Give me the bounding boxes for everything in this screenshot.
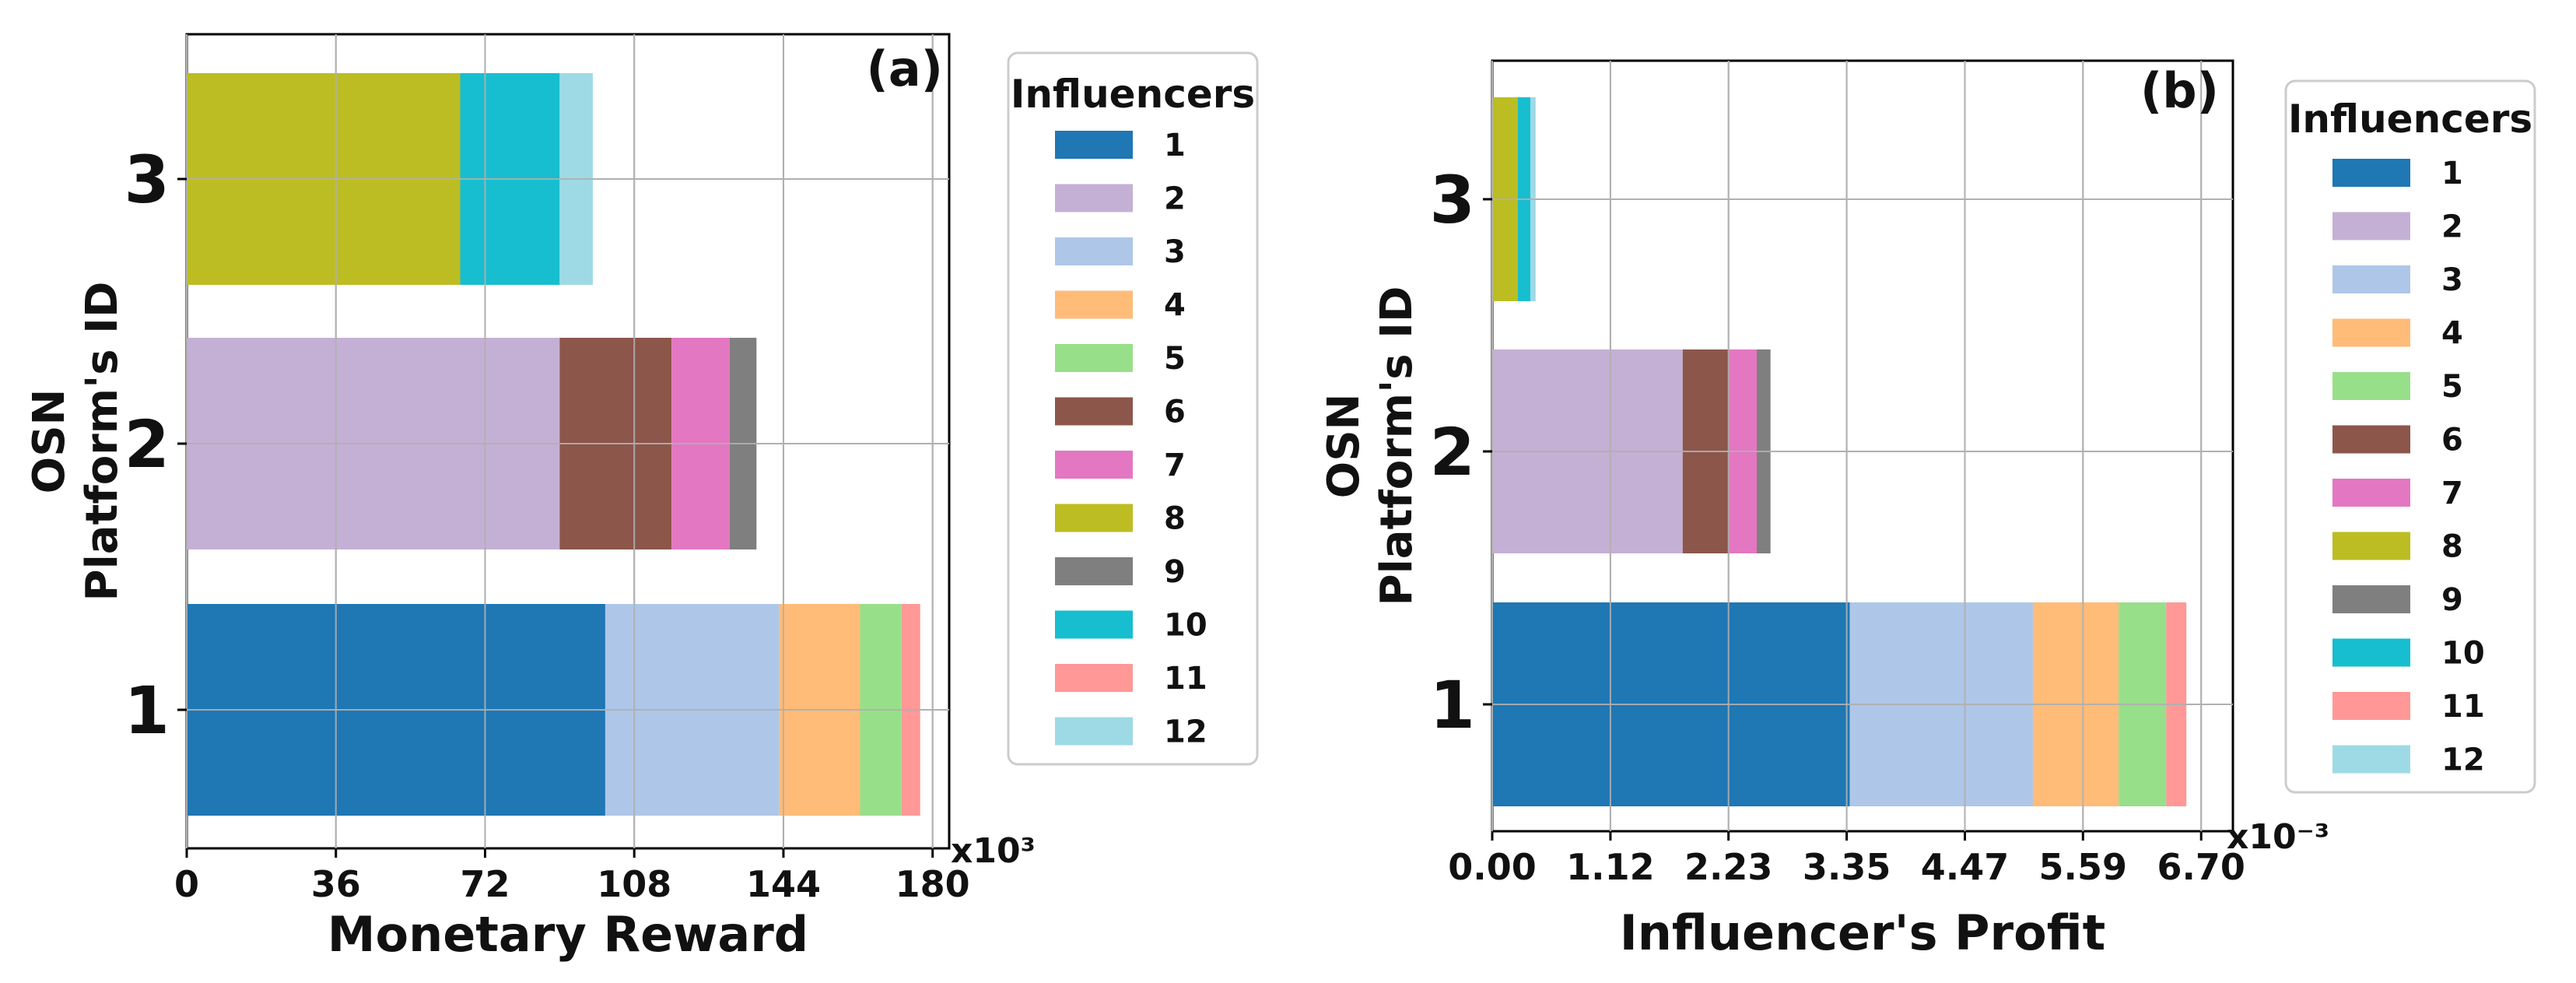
legend-label-2: 2: [1164, 181, 1186, 217]
legend-label-9: 9: [2441, 582, 2463, 618]
legend-label-11: 11: [2441, 689, 2485, 725]
legend-swatch-8: [2332, 532, 2410, 560]
x-tick-label: 6.70: [2157, 846, 2245, 888]
y-tick-label: 2: [124, 406, 170, 483]
legend-swatch-6: [2332, 425, 2410, 454]
legend-label-11: 11: [1164, 661, 1207, 697]
legend-swatch-9: [1055, 557, 1133, 585]
legend-swatch-7: [2332, 479, 2410, 507]
legend-label-10: 10: [1164, 608, 1207, 644]
legend-swatch-7: [1055, 451, 1133, 479]
legend-swatch-2: [1055, 184, 1133, 212]
legend-label-12: 12: [2441, 743, 2485, 778]
legend-swatch-3: [2332, 265, 2410, 293]
legend-label-4: 4: [2441, 316, 2463, 352]
x-tick-label: 2.23: [1684, 846, 1773, 888]
legend-label-1: 1: [2441, 156, 2463, 191]
y-tick-label: 1: [1430, 667, 1475, 743]
legend-swatch-1: [1055, 131, 1133, 159]
legend-label-8: 8: [1164, 501, 1186, 537]
y-ticks-a: 1 2 3: [124, 142, 187, 749]
y-axis-label-a-line2: Platform's ID: [77, 282, 128, 602]
legend-label-5: 5: [2441, 369, 2463, 405]
legend-title-a: Influencers: [1011, 72, 1255, 117]
legend-swatch-8: [1055, 504, 1133, 532]
y-tick-label: 2: [1430, 414, 1475, 490]
legend-title-b: Influencers: [2288, 97, 2532, 142]
x-tick-label: 5.59: [2039, 846, 2128, 888]
legend-swatch-1: [2332, 159, 2410, 187]
legend-label-3: 3: [1164, 234, 1186, 270]
legend-swatch-4: [2332, 318, 2410, 347]
legend-swatch-6: [1055, 397, 1133, 426]
legend-swatch-9: [2332, 585, 2410, 613]
x-ticks-a: 0 36 72 108 144 180: [174, 848, 970, 905]
x-tick-label: 3.35: [1803, 846, 1891, 888]
x-multiplier-a: x10³: [951, 831, 1036, 871]
y-axis-label-a-line1: OSN: [24, 389, 75, 494]
y-tick-label: 3: [1430, 162, 1475, 238]
x-tick-label: 180: [895, 863, 970, 905]
bars-b: [1491, 61, 2233, 831]
y-axis-label-b-line2: Platform's ID: [1372, 286, 1422, 606]
legend-label-7: 7: [1164, 448, 1186, 483]
y-axis-label-b-line1: OSN: [1319, 394, 1369, 499]
x-tick-label: 108: [597, 863, 671, 905]
y-ticks-b: 1 2 3: [1430, 162, 1492, 743]
x-tick-label: 72: [460, 863, 510, 905]
legend-swatch-10: [1055, 610, 1133, 639]
legend-label-2: 2: [2441, 209, 2463, 245]
legend-label-6: 6: [2441, 423, 2463, 458]
legend-swatch-11: [2332, 692, 2410, 720]
legend-swatch-4: [1055, 290, 1133, 319]
legend-swatch-12: [1055, 717, 1133, 746]
legend-swatch-3: [1055, 237, 1133, 265]
legend-swatch-10: [2332, 638, 2410, 667]
bars-a: [186, 34, 949, 848]
y-tick-label: 1: [124, 672, 170, 749]
legend-swatch-12: [2332, 745, 2410, 774]
panel-a: 0 36 72 108 144 180 123 (a) x10³ Monetary Rew…: [24, 33, 1259, 963]
panel-label-b: (b): [2140, 62, 2219, 119]
x-tick-label: 0.00: [1448, 846, 1537, 888]
panel-b: 0.00 1.12 2.23 3.35 4.47 5.59 6.70 123 (b) x10…: [1319, 59, 2536, 961]
x-axis-label-a: Monetary Reward: [328, 906, 808, 963]
y-tick-label: 3: [124, 142, 170, 218]
x-axis-label-b: Influencer's Profit: [1620, 904, 2106, 961]
panel-label-a: (a): [866, 40, 943, 97]
legend-label-1: 1: [1164, 128, 1186, 163]
x-tick-label: 0: [174, 863, 199, 905]
x-tick-label: 4.47: [1921, 846, 2010, 888]
legend-swatch-5: [1055, 344, 1133, 372]
legend-swatch-2: [2332, 212, 2410, 240]
grid-overlay-a: [186, 34, 949, 848]
legend-label-10: 10: [2441, 636, 2485, 672]
x-ticks-b: 0.00 1.12 2.23 3.35 4.47 5.59 6.70: [1448, 831, 2245, 888]
legend-label-5: 5: [1164, 341, 1186, 377]
x-multiplier-b: x10⁻³: [2227, 817, 2329, 857]
legend-label-9: 9: [1164, 554, 1186, 590]
grid-overlay-b: [1491, 61, 2233, 831]
legend-label-3: 3: [2441, 262, 2463, 298]
legend-label-4: 4: [1164, 288, 1186, 324]
legend-swatch-5: [2332, 372, 2410, 400]
legend-label-8: 8: [2441, 529, 2463, 565]
x-tick-label: 144: [746, 863, 821, 905]
legend-swatch-11: [1055, 664, 1133, 692]
legend-label-6: 6: [1164, 395, 1186, 430]
legend-label-7: 7: [2441, 476, 2463, 511]
x-tick-label: 36: [311, 863, 361, 905]
legend-label-12: 12: [1164, 714, 1207, 750]
x-tick-label: 1.12: [1566, 846, 1655, 888]
